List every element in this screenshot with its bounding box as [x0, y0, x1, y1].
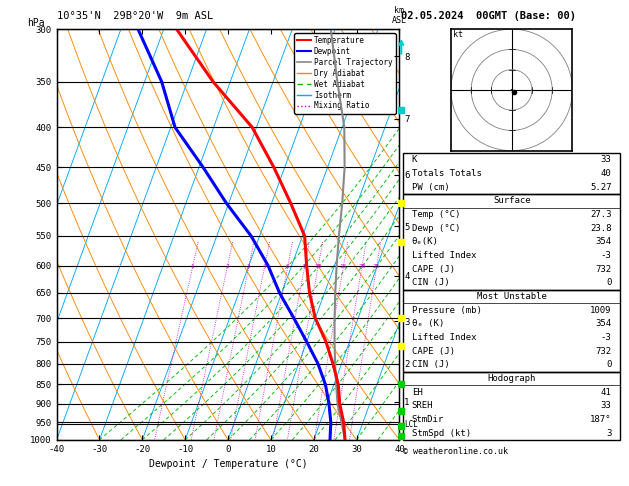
Text: PW (cm): PW (cm) — [412, 183, 450, 191]
Text: Hodograph: Hodograph — [487, 374, 536, 383]
Text: 3: 3 — [247, 264, 251, 269]
Text: 4: 4 — [263, 264, 267, 269]
X-axis label: Dewpoint / Temperature (°C): Dewpoint / Temperature (°C) — [148, 459, 308, 469]
Text: LCL: LCL — [404, 419, 418, 429]
Text: 732: 732 — [596, 265, 611, 274]
Text: 8: 8 — [303, 264, 306, 269]
Text: CIN (J): CIN (J) — [412, 278, 450, 287]
Text: kt: kt — [453, 30, 463, 39]
Text: hPa: hPa — [28, 18, 45, 28]
Text: 23.8: 23.8 — [590, 224, 611, 233]
Text: 27.3: 27.3 — [590, 210, 611, 219]
Text: 41: 41 — [601, 387, 611, 397]
Legend: Temperature, Dewpoint, Parcel Trajectory, Dry Adiabat, Wet Adiabat, Isotherm, Mi: Temperature, Dewpoint, Parcel Trajectory… — [294, 33, 396, 114]
Text: CAPE (J): CAPE (J) — [412, 265, 455, 274]
Text: 25: 25 — [373, 264, 381, 269]
Text: 10°35'N  29B°20'W  9m ASL: 10°35'N 29B°20'W 9m ASL — [57, 11, 213, 21]
Text: 354: 354 — [596, 319, 611, 328]
Text: 0: 0 — [606, 278, 611, 287]
Text: 354: 354 — [596, 237, 611, 246]
Text: SREH: SREH — [412, 401, 433, 410]
Text: EH: EH — [412, 387, 423, 397]
Text: 5.27: 5.27 — [590, 183, 611, 191]
Text: 0: 0 — [606, 360, 611, 369]
Text: 732: 732 — [596, 347, 611, 356]
Text: StmDir: StmDir — [412, 415, 444, 424]
Text: 02.05.2024  00GMT (Base: 00): 02.05.2024 00GMT (Base: 00) — [401, 11, 576, 21]
Text: 1: 1 — [191, 264, 194, 269]
Text: Surface: Surface — [493, 196, 530, 206]
Text: K: K — [412, 156, 417, 164]
Text: -3: -3 — [601, 251, 611, 260]
Text: 40: 40 — [601, 169, 611, 178]
Text: 2: 2 — [225, 264, 229, 269]
Text: Temp (°C): Temp (°C) — [412, 210, 460, 219]
Text: Pressure (mb): Pressure (mb) — [412, 306, 482, 314]
Text: StmSpd (kt): StmSpd (kt) — [412, 429, 471, 437]
Text: Most Unstable: Most Unstable — [477, 292, 547, 301]
Text: θₑ(K): θₑ(K) — [412, 237, 439, 246]
Text: km
ASL: km ASL — [392, 6, 407, 25]
Text: 3: 3 — [606, 429, 611, 437]
Text: 6: 6 — [286, 264, 289, 269]
Text: 187°: 187° — [590, 415, 611, 424]
Text: Totals Totals: Totals Totals — [412, 169, 482, 178]
Text: Dewp (°C): Dewp (°C) — [412, 224, 460, 233]
Text: CIN (J): CIN (J) — [412, 360, 450, 369]
Text: Lifted Index: Lifted Index — [412, 251, 476, 260]
Text: 15: 15 — [340, 264, 347, 269]
Text: CAPE (J): CAPE (J) — [412, 347, 455, 356]
Text: 20: 20 — [358, 264, 365, 269]
Text: θₑ (K): θₑ (K) — [412, 319, 444, 328]
Text: 33: 33 — [601, 156, 611, 164]
Text: © weatheronline.co.uk: © weatheronline.co.uk — [403, 447, 508, 456]
Text: 1009: 1009 — [590, 306, 611, 314]
Text: 33: 33 — [601, 401, 611, 410]
Text: -3: -3 — [601, 333, 611, 342]
Text: Lifted Index: Lifted Index — [412, 333, 476, 342]
Text: 10: 10 — [314, 264, 322, 269]
